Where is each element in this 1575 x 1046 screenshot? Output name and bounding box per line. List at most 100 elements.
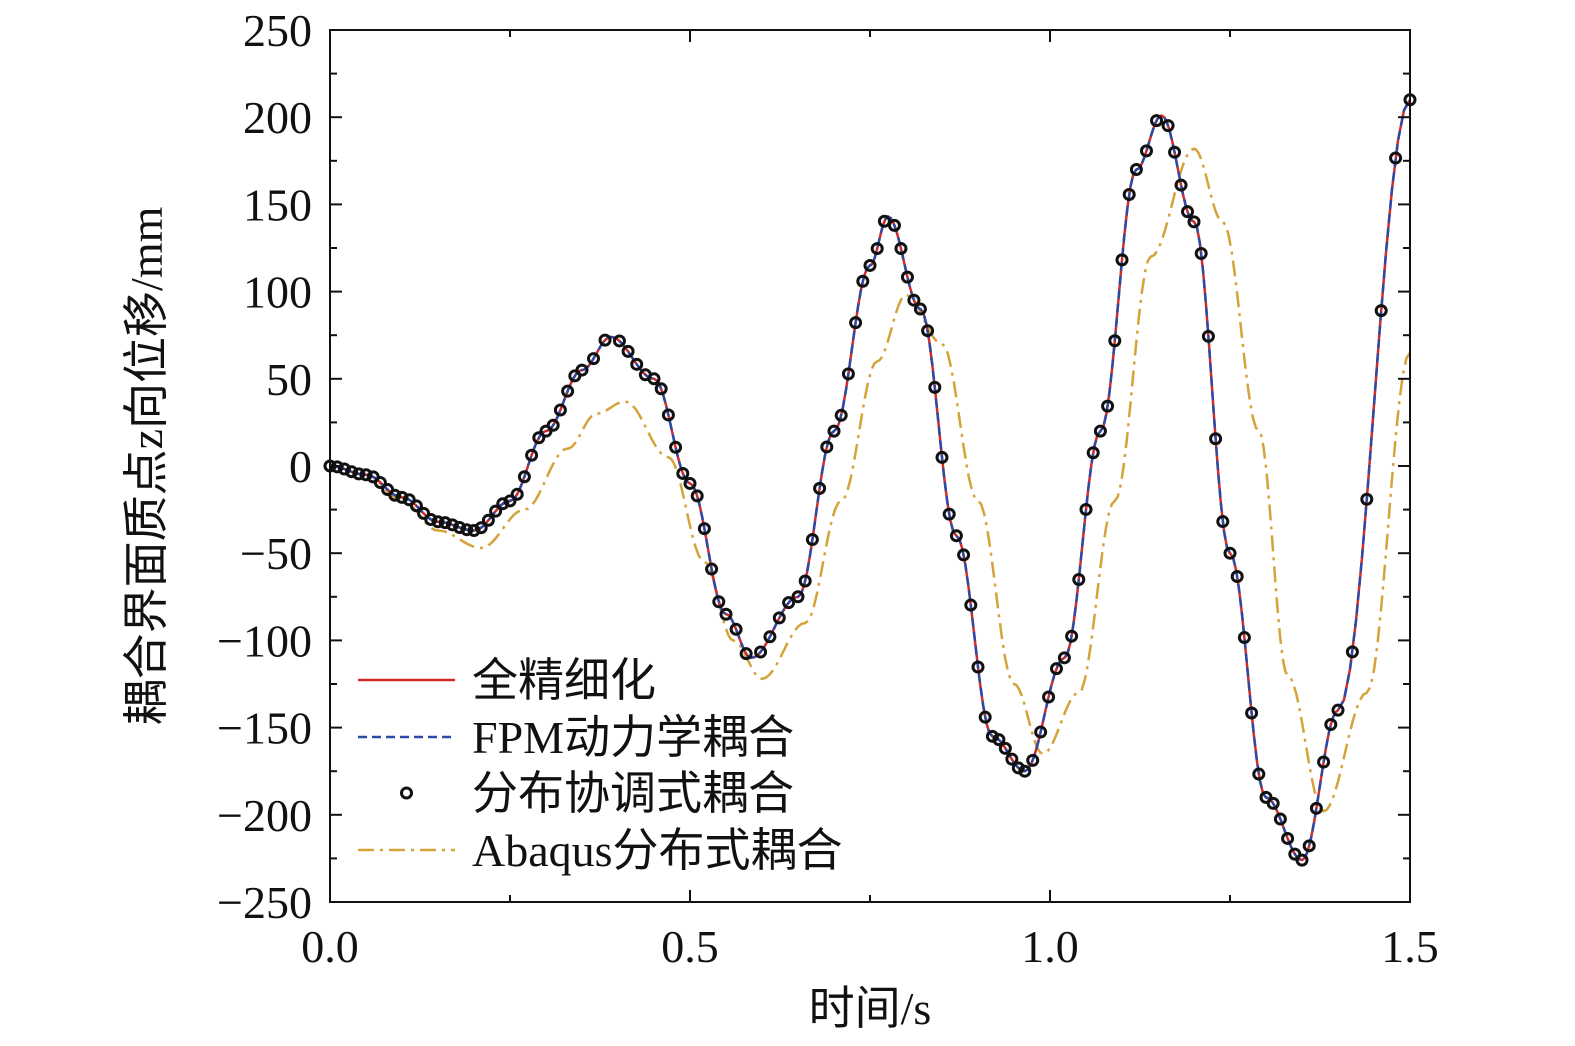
series-2-point: [395, 490, 409, 504]
series-2-point: [630, 357, 644, 371]
series-2-point: [1005, 752, 1019, 766]
series-2-point: [345, 465, 359, 479]
series-2-point: [1266, 796, 1280, 810]
series-2-point: [913, 302, 927, 316]
series-2-point: [870, 242, 884, 256]
series-2-point: [517, 470, 531, 484]
series-2-point: [1115, 253, 1129, 267]
series-2-point: [445, 518, 459, 532]
series-2-point: [1302, 839, 1316, 853]
series-2-point: [1317, 755, 1331, 769]
series-2-point: [489, 504, 503, 518]
series-2-point: [467, 524, 481, 538]
series-2-point: [1018, 764, 1032, 778]
series-2-point: [1345, 645, 1359, 659]
series-2-point: [949, 529, 963, 543]
series-2-point: [935, 450, 949, 464]
y-tick-label: −150: [217, 703, 312, 754]
y-tick-label: −250: [217, 877, 312, 928]
series-2-point: [546, 418, 560, 432]
series-2-point: [575, 363, 589, 377]
y-tick-label: −50: [240, 528, 312, 579]
series-2-point: [928, 380, 942, 394]
x-tick-label: 1.5: [1381, 921, 1439, 972]
series-2-point: [849, 316, 863, 330]
series-2-point: [669, 440, 683, 454]
series-2-point: [1187, 215, 1201, 229]
series-2-point: [1389, 151, 1403, 165]
series-2-point: [598, 333, 612, 347]
legend-label-3: Abaqus分布式耦合: [472, 825, 843, 876]
series-2-point: [1108, 334, 1122, 348]
series-2-point: [729, 622, 743, 636]
series-2-point: [1065, 629, 1079, 643]
series-2-point: [1072, 573, 1086, 587]
series-2-point: [676, 466, 690, 480]
series-2-point: [431, 515, 445, 529]
x-tick-label: 1.0: [1021, 921, 1079, 972]
series-2-point: [373, 476, 387, 490]
series-2-point: [1174, 178, 1188, 192]
series-2-point: [705, 562, 719, 576]
series-2-point: [1309, 801, 1323, 815]
series-2-point: [587, 352, 601, 366]
y-tick-label: −200: [217, 790, 312, 841]
series-2-point: [739, 647, 753, 661]
series-2-point: [763, 630, 777, 644]
series-2-point: [1374, 304, 1388, 318]
series-2-point: [992, 733, 1006, 747]
series-2-point: [1086, 446, 1100, 460]
series-2-point: [1168, 145, 1182, 159]
series-2-point: [352, 467, 366, 481]
series-2-point: [1034, 725, 1048, 739]
series-2-point: [820, 440, 834, 454]
series-2-point: [690, 489, 704, 503]
series-2-point: [1360, 492, 1374, 506]
series-2-point: [661, 408, 675, 422]
series-2-point: [438, 516, 452, 530]
series-2-point: [964, 598, 978, 612]
series-2-point: [957, 548, 971, 562]
series-2-point: [553, 403, 567, 417]
series-1-line: [329, 99, 1412, 862]
series-2-point: [1201, 329, 1215, 343]
y-tick-label: 100: [243, 267, 312, 318]
series-2-point: [1129, 163, 1143, 177]
series-2-point: [1150, 114, 1164, 128]
series-2-point: [1216, 515, 1230, 529]
series-2-point: [907, 293, 921, 307]
series-2-point: [1281, 831, 1295, 845]
series-2-point: [532, 431, 546, 445]
series-2-point: [834, 408, 848, 422]
series-2-point: [647, 372, 661, 386]
series-2-point: [813, 481, 827, 495]
series-2-point: [856, 274, 870, 288]
series-2-point: [460, 523, 474, 537]
series-2-point: [453, 521, 467, 535]
series-layer: [323, 93, 1417, 867]
series-2-point: [1161, 119, 1175, 133]
series-2-point: [1237, 631, 1251, 645]
series-2-point: [719, 607, 733, 621]
series-2-point: [697, 522, 711, 536]
series-2-point: [1331, 703, 1345, 717]
x-tick-label: 0.5: [661, 921, 719, 972]
y-tick-label: 50: [266, 354, 312, 405]
series-2-point: [525, 448, 539, 462]
series-2-point: [877, 214, 891, 228]
series-2-point: [1181, 205, 1195, 219]
series-2-point: [683, 476, 697, 490]
series-2-point: [827, 424, 841, 438]
series-2-point: [841, 367, 855, 381]
series-2-point: [942, 507, 956, 521]
series-2-point: [388, 488, 402, 502]
series-2-point: [900, 270, 914, 284]
series-2-point: [337, 462, 351, 476]
series-2-point: [474, 521, 488, 535]
series-2-point: [772, 611, 786, 625]
y-axis-label: 耦合界面质点z向位移/mm: [121, 206, 172, 725]
series-2-point: [791, 590, 805, 604]
series-2-point: [359, 468, 373, 482]
